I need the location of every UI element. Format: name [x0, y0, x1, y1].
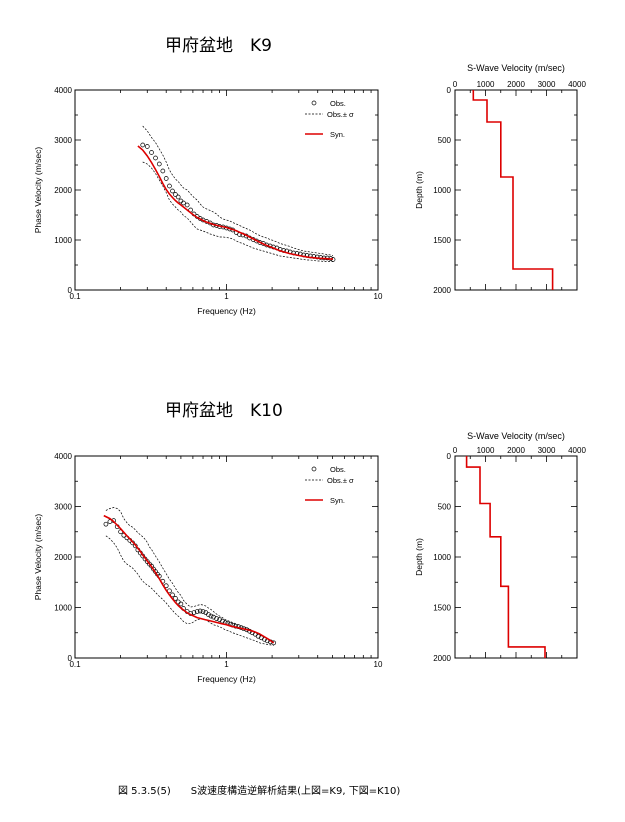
legend-label: Obs.± σ: [327, 476, 354, 485]
std-bound-line: [142, 125, 334, 256]
x-tick-label: 1: [224, 660, 229, 669]
y-tick-label: 0: [447, 86, 452, 95]
legend-label: Syn.: [330, 496, 345, 505]
legend-label: Syn.: [330, 130, 345, 139]
observed-point: [103, 521, 109, 527]
x-tick-label: 4000: [568, 446, 586, 455]
y-axis-label: Phase Velocity (m/sec): [33, 147, 43, 234]
y-tick-label: 0: [447, 452, 452, 461]
legend-observed-marker: [311, 466, 317, 472]
observed-point: [200, 609, 206, 614]
observed-point: [194, 609, 200, 614]
y-tick-label: 2000: [54, 186, 72, 195]
observed-point: [314, 254, 320, 260]
x-tick-label: 0.1: [69, 660, 81, 669]
velocity-profile-k9: S-Wave Velocity (m/sec) 0 1000 2000 3000 4000…: [414, 63, 586, 295]
plot-frame: [74, 455, 379, 659]
dispersion-chart-k9: 0.1 1 10 0 1000 2000 3000 4000 Frequency (Hz) Pha…: [33, 86, 383, 316]
x-axis-label: Frequency (Hz): [197, 306, 256, 316]
x-axis-label: S-Wave Velocity (m/sec): [467, 431, 565, 441]
velocity-profile-k10: S-Wave Velocity (m/sec) 0 1000 2000 3000 4000…: [414, 431, 586, 663]
velocity-step-line: [472, 90, 554, 290]
observed-point: [170, 188, 175, 194]
y-tick-label: 1000: [433, 553, 451, 562]
observed-point: [160, 168, 166, 174]
x-tick-label: 0: [453, 446, 458, 455]
y-tick-label: 1500: [433, 604, 451, 613]
y-tick-label: 2000: [54, 553, 72, 562]
x-tick-label: 1: [224, 292, 229, 301]
observed-point: [208, 613, 214, 619]
figure-caption: 図 5.3.5(5) S波速度構造逆解析結果(上図=K9, 下図=K10): [118, 784, 400, 797]
observed-point: [206, 612, 211, 617]
observed-point: [144, 144, 150, 149]
y-tick-label: 0: [68, 654, 73, 663]
velocity-step-line: [465, 456, 546, 658]
plot-frame: [454, 89, 578, 291]
observed-point: [181, 200, 186, 206]
legend-label: Obs.: [330, 99, 346, 108]
x-axis-label: Frequency (Hz): [197, 674, 256, 684]
observed-point: [271, 640, 277, 646]
x-tick-label: 1000: [477, 446, 495, 455]
y-tick-label: 500: [438, 503, 452, 512]
y-tick-label: 0: [68, 286, 73, 295]
y-tick-label: 1000: [54, 604, 72, 613]
station-title-k10: 甲府盆地 K10: [165, 401, 283, 421]
y-tick-label: 1000: [54, 236, 72, 245]
observed-point: [214, 616, 219, 621]
y-tick-label: 1000: [433, 186, 451, 195]
observed-point: [153, 155, 158, 161]
x-tick-label: 3000: [538, 80, 556, 89]
observed-point: [173, 192, 178, 197]
observed-point: [170, 592, 175, 598]
y-tick-label: 3000: [54, 136, 72, 145]
observed-point: [175, 194, 181, 200]
observed-point: [184, 202, 190, 208]
y-tick-label: 2000: [433, 286, 451, 295]
plot-frame: [74, 89, 379, 291]
x-tick-label: 4000: [568, 80, 586, 89]
x-tick-label: 1000: [477, 80, 495, 89]
observed-point: [167, 183, 172, 189]
x-tick-label: 10: [374, 660, 383, 669]
y-axis-label: Depth (m): [414, 171, 424, 209]
observed-point: [163, 176, 169, 181]
observed-point: [156, 161, 162, 167]
x-tick-label: 3000: [538, 446, 556, 455]
x-tick-label: 2000: [507, 80, 525, 89]
legend-label: Obs.: [330, 465, 346, 474]
observed-point: [197, 608, 203, 614]
y-tick-label: 2000: [433, 654, 451, 663]
x-tick-label: 0.1: [69, 292, 81, 301]
x-axis-label: S-Wave Velocity (m/sec): [467, 63, 565, 73]
station-title-k9: 甲府盆地 K9: [165, 36, 272, 56]
y-tick-label: 3000: [54, 503, 72, 512]
observed-point: [173, 596, 178, 601]
y-axis-label: Phase Velocity (m/sec): [33, 514, 43, 601]
x-tick-label: 2000: [507, 446, 525, 455]
observed-point: [149, 150, 154, 155]
std-bound-line: [142, 161, 333, 262]
y-tick-label: 1500: [433, 236, 451, 245]
legend-label: Obs.± σ: [327, 110, 354, 119]
observed-point: [140, 142, 146, 148]
y-tick-label: 4000: [54, 86, 72, 95]
legend-observed-marker: [311, 100, 317, 106]
x-tick-label: 0: [453, 80, 458, 89]
y-tick-label: 4000: [54, 452, 72, 461]
plot-frame: [454, 455, 578, 659]
observed-point: [178, 601, 184, 607]
synthetic-line: [137, 145, 334, 260]
y-axis-label: Depth (m): [414, 538, 424, 576]
synthetic-line: [103, 514, 275, 644]
x-tick-label: 10: [374, 292, 383, 301]
std-bound-line: [105, 535, 274, 646]
observed-point: [191, 610, 197, 615]
std-bound-line: [105, 507, 274, 642]
y-tick-label: 500: [438, 136, 452, 145]
dispersion-chart-k10: 0.1 1 10 0 1000 2000 3000 4000 Frequency (Hz) Pha…: [33, 452, 383, 684]
